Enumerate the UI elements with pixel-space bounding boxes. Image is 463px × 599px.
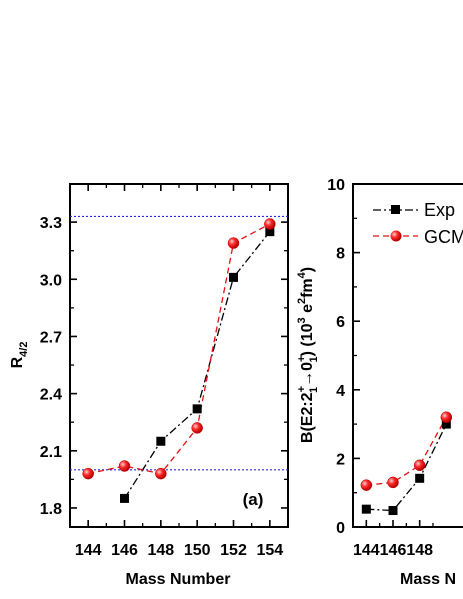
data-point-exp — [441, 419, 451, 429]
panel-a-markers — [82, 218, 276, 503]
data-point-exp — [265, 227, 275, 237]
ylabel-part-f: ) — [299, 267, 316, 272]
ylabel-part-a-sup: + — [296, 386, 308, 392]
x-tick-label: 148 — [406, 542, 433, 559]
ylabel-part-d: e — [299, 304, 316, 317]
y-tick-label: 10 — [327, 177, 345, 194]
ylabel-part-d-sup: 2 — [296, 298, 308, 304]
data-point-gcm — [440, 411, 453, 423]
panel-b-x-axis-title: Mass N — [400, 571, 456, 588]
x-tick-label: 144 — [75, 542, 102, 559]
data-point-gcm — [413, 459, 426, 472]
ylabel-part-e-sup: 4 — [296, 271, 308, 278]
panel-a-y-axis-title: R4/2 — [9, 342, 30, 369]
data-point-gcm — [82, 467, 94, 480]
panel-a-y-axis-title-main: R — [9, 356, 26, 368]
panel-a-ticks — [70, 184, 288, 527]
data-point-gcm — [360, 479, 373, 491]
y-tick-label: 2 — [336, 451, 345, 468]
data-point-exp — [229, 272, 238, 282]
panel-a-x-axis-title: Mass Number — [126, 571, 231, 588]
panel-b-ticks — [353, 183, 434, 528]
y-tick-label: 6 — [336, 314, 345, 331]
data-point-gcm — [264, 218, 276, 230]
data-point-gcm — [155, 467, 167, 480]
data-point-exp — [415, 473, 425, 483]
series-line-gcm — [88, 223, 271, 475]
y-tick-label: 2.7 — [40, 329, 62, 346]
panel-b-series-lines — [366, 416, 447, 512]
data-point-gcm — [118, 460, 131, 472]
y-tick-label: 1.8 — [40, 501, 62, 518]
panel-a-y-axis-title-sub: 4/2 — [18, 342, 30, 357]
panel-a-tick-labels: 1.8 2.1 2.4 2.7 3.0 3.3 144 146 148 150 152 154 — [40, 215, 284, 559]
data-point-exp — [120, 493, 129, 503]
y-tick-label: 8 — [336, 246, 345, 263]
x-tick-label: 152 — [220, 542, 247, 559]
legend-label-exp: Exp — [424, 200, 455, 220]
y-tick-label: 2.1 — [40, 444, 62, 461]
y-tick-label: 2.4 — [40, 387, 62, 404]
data-point-exp — [192, 404, 202, 414]
data-point-gcm — [387, 476, 399, 489]
x-tick-label: 148 — [147, 542, 174, 559]
data-point-exp — [156, 436, 166, 446]
series-line-exp — [123, 231, 271, 499]
x-tick-label: 146 — [380, 542, 407, 559]
ylabel-part-a: B(E2:2 — [299, 392, 316, 443]
legend-circle-marker — [390, 230, 402, 242]
panel-b-y-axis-title: B(E2:2+1→0+1) (103 e2fm4) — [296, 267, 320, 443]
ylabel-part-b-sub: 1 — [308, 356, 320, 362]
ylabel-part-a-sub: 1 — [308, 387, 320, 393]
ylabel-part-e: fm — [299, 278, 316, 298]
series-line-exp — [366, 423, 447, 512]
panel-a: 1.8 2.1 2.4 2.7 3.0 3.3 144 146 148 150 152 154 (a)… — [9, 183, 289, 588]
panel-a-tag: (a) — [243, 490, 264, 509]
panel-b-markers — [360, 411, 453, 516]
panel-a-frame — [69, 183, 289, 528]
legend-item-gcm: GCM — [373, 227, 463, 247]
panel-b-tick-labels: 0 2 4 6 8 10 144 146 148 — [327, 177, 433, 559]
series-line-gcm — [366, 416, 447, 486]
y-tick-label: 4 — [336, 383, 345, 400]
ylabel-part-c: ) (10 — [299, 323, 316, 356]
x-tick-label: 150 — [184, 542, 211, 559]
legend-square-marker — [391, 205, 400, 214]
y-tick-label: 0 — [336, 520, 345, 537]
ylabel-part-c-sup: 3 — [296, 317, 308, 323]
legend-label-gcm: GCM — [424, 227, 463, 247]
y-tick-label: 3.3 — [40, 215, 62, 232]
data-point-exp — [361, 504, 371, 514]
x-tick-label: 154 — [256, 542, 283, 559]
legend-item-exp: Exp — [373, 200, 455, 220]
panel-b-legend: Exp GCM — [373, 200, 463, 247]
data-point-gcm — [191, 422, 203, 434]
panel-a-series-lines — [88, 223, 271, 499]
ylabel-part-arrow: →0 — [299, 362, 316, 387]
x-tick-label: 144 — [353, 542, 380, 559]
data-point-exp — [388, 506, 398, 516]
x-tick-label: 146 — [111, 542, 138, 559]
data-point-gcm — [227, 237, 240, 249]
panel-a-reference-lines — [70, 215, 288, 471]
ylabel-part-b-sup: + — [296, 356, 308, 362]
y-tick-label: 3.0 — [40, 272, 62, 289]
